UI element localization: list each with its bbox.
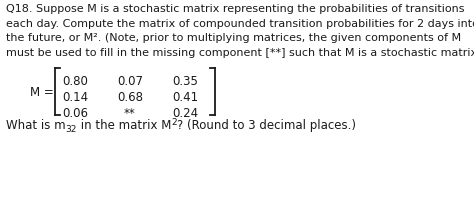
Text: 0.06: 0.06 — [62, 107, 88, 120]
Text: ? (Round to 3 decimal places.): ? (Round to 3 decimal places.) — [177, 119, 356, 132]
Text: 32: 32 — [65, 125, 77, 134]
Text: M =: M = — [30, 85, 54, 98]
Text: 0.41: 0.41 — [172, 91, 198, 104]
Text: 0.80: 0.80 — [62, 75, 88, 88]
Text: in the matrix M: in the matrix M — [77, 119, 172, 132]
Text: 2: 2 — [172, 118, 177, 127]
Text: 0.35: 0.35 — [172, 75, 198, 88]
Text: 0.24: 0.24 — [172, 107, 198, 120]
Text: the future, or M². (Note, prior to multiplying matrices, the given components of: the future, or M². (Note, prior to multi… — [6, 33, 461, 43]
Text: What is m: What is m — [6, 119, 65, 132]
Text: **: ** — [124, 107, 136, 120]
Text: 0.14: 0.14 — [62, 91, 88, 104]
Text: 0.07: 0.07 — [117, 75, 143, 88]
Text: must be used to fill in the missing component [**] such that M is a stochastic m: must be used to fill in the missing comp… — [6, 47, 474, 58]
Text: Q18. Suppose M is a stochastic matrix representing the probabilities of transiti: Q18. Suppose M is a stochastic matrix re… — [6, 4, 465, 14]
Text: each day. Compute the matrix of compounded transition probabilities for 2 days i: each day. Compute the matrix of compound… — [6, 19, 474, 29]
Text: 0.68: 0.68 — [117, 91, 143, 104]
